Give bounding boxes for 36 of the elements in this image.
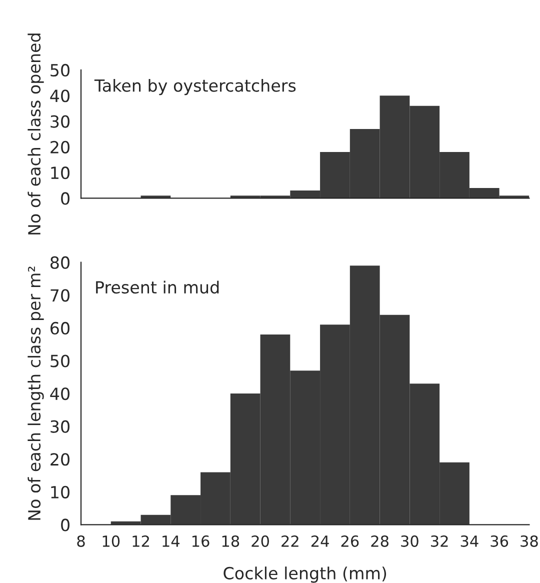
x-tick-label: 8 [77, 535, 85, 547]
y-tick-label: 80 [50, 256, 70, 269]
y-tick-label: 10 [51, 166, 70, 180]
y-tick-label: 10 [51, 486, 70, 498]
y-tick-label: 50 [50, 354, 70, 368]
x-tick-label: 10 [102, 535, 120, 547]
y-tick-label: 0 [61, 518, 70, 532]
y-tick-label: 40 [50, 90, 70, 102]
y-tick-label: 20 [50, 140, 70, 154]
y-axis-title: No of each length class per m² [28, 266, 44, 520]
y-tick-label: 20 [50, 453, 70, 466]
x-tick-label: 18 [222, 535, 240, 547]
y-tick-label: 70 [50, 289, 70, 302]
x-tick-label: 14 [162, 536, 180, 547]
y-tick-label: 50 [50, 64, 70, 77]
x-tick-label: 26 [341, 535, 359, 547]
y-tick-label: 30 [50, 115, 70, 128]
y-tick-label: 60 [50, 322, 70, 335]
x-axis-title: Cockle length (mm) [224, 566, 386, 583]
annotation: Present in mud [96, 280, 219, 294]
x-tick-label: 32 [431, 535, 448, 547]
x-tick-label: 36 [490, 535, 508, 547]
x-tick-label: 12 [132, 535, 149, 547]
x-tick-label: 20 [252, 535, 269, 547]
x-tick-label: 30 [401, 535, 418, 547]
x-tick-label: 38 [520, 535, 538, 547]
x-tick-label: 28 [371, 535, 388, 547]
annotation: Taken by oystercatchers [94, 78, 296, 96]
y-tick-label: 0 [61, 192, 70, 205]
x-tick-label: 34 [460, 535, 478, 547]
x-tick-label: 24 [311, 535, 329, 547]
x-tick-label: 22 [282, 535, 298, 547]
y-axis-title: No of each class opened [28, 34, 44, 234]
y-tick-label: 40 [50, 387, 70, 400]
y-tick-label: 30 [50, 420, 70, 433]
x-tick-label: 16 [192, 535, 210, 547]
